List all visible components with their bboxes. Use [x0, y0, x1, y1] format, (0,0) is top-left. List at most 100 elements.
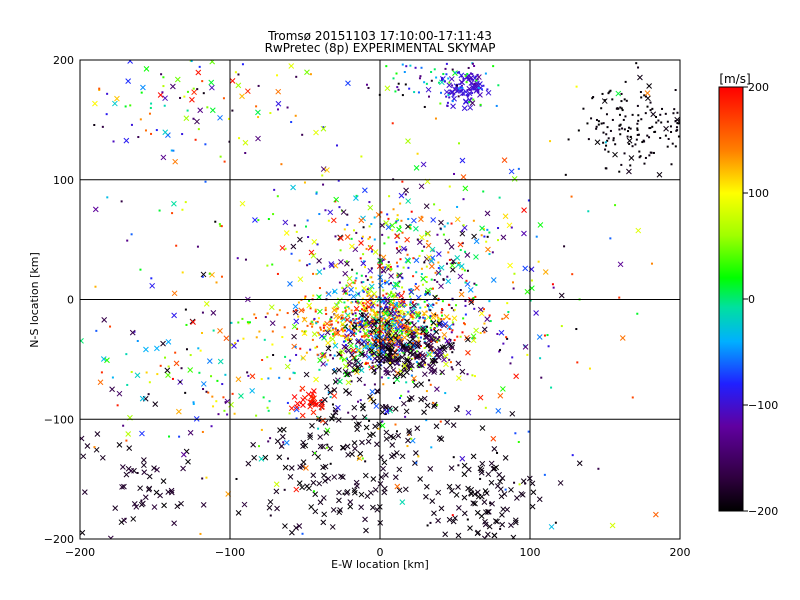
data-point-x — [358, 217, 365, 224]
data-point-x — [321, 472, 327, 479]
data-point-dot — [395, 301, 398, 304]
data-point-dot — [405, 381, 408, 384]
data-point-dot — [425, 419, 428, 422]
data-point-x — [395, 356, 402, 363]
data-point-dot — [409, 224, 412, 227]
data-point-dot — [437, 320, 440, 323]
data-point-dot — [204, 180, 207, 183]
data-point-dot — [391, 307, 394, 310]
data-point-dot — [423, 261, 426, 264]
data-point-x — [626, 137, 633, 144]
data-point-x — [353, 195, 359, 201]
data-point-dot — [315, 322, 318, 325]
data-point-dot — [387, 336, 390, 339]
data-point-dot — [496, 239, 499, 242]
data-point-dot — [133, 330, 136, 333]
data-point-dot — [380, 320, 383, 323]
data-point-x — [464, 334, 470, 341]
data-point-dot — [412, 275, 415, 278]
data-point-x — [348, 286, 354, 293]
data-point-x — [123, 137, 130, 144]
data-point-dot — [217, 413, 220, 416]
data-point-x — [160, 154, 167, 161]
data-point-x — [433, 423, 440, 430]
data-point-dot — [331, 328, 334, 331]
data-point-dot — [318, 368, 321, 371]
data-point-dot — [383, 339, 386, 342]
data-point-dot — [414, 351, 417, 354]
data-point-x — [470, 500, 477, 506]
data-point-dot — [410, 374, 413, 377]
data-point-dot — [302, 309, 305, 312]
data-point-dot — [124, 105, 127, 108]
colorbar-tick-label: −100 — [748, 399, 778, 412]
data-point-dot — [341, 311, 344, 314]
data-point-dot — [433, 279, 436, 282]
data-point-dot — [362, 328, 365, 331]
data-point-dot — [192, 402, 195, 405]
data-point-dot — [442, 278, 445, 281]
data-point-dot — [359, 399, 362, 402]
data-point-dot — [442, 233, 445, 236]
data-point-x — [449, 344, 455, 351]
data-point-dot — [471, 73, 474, 76]
data-point-dot — [385, 336, 388, 339]
data-point-x — [475, 493, 482, 500]
data-point-dot — [410, 367, 413, 370]
data-point-dot — [389, 282, 392, 285]
data-point-dot — [215, 281, 218, 284]
data-point-dot — [361, 237, 364, 240]
data-point-x — [411, 302, 417, 309]
data-point-dot — [563, 245, 566, 248]
data-point-x — [400, 343, 407, 349]
data-point-dot — [386, 324, 389, 327]
data-point-x — [491, 446, 498, 452]
data-point-dot — [425, 265, 428, 268]
data-point-dot — [286, 312, 289, 315]
data-point-dot — [222, 97, 225, 100]
data-point-dot — [446, 104, 449, 107]
data-point-dot — [348, 325, 351, 328]
data-point-dot — [390, 290, 393, 293]
data-point-dot — [406, 311, 409, 314]
data-point-dot — [429, 383, 432, 386]
data-point-dot — [201, 430, 204, 433]
data-point-dot — [397, 349, 400, 352]
data-point-dot — [423, 313, 426, 316]
data-point-dot — [364, 325, 367, 328]
data-point-x — [342, 363, 349, 370]
data-point-dot — [383, 327, 386, 330]
data-point-dot — [648, 136, 651, 139]
data-point-dot — [328, 323, 331, 326]
data-point-dot — [210, 375, 213, 378]
data-point-x — [370, 398, 377, 405]
data-point-dot — [382, 258, 385, 261]
data-point-x — [325, 340, 331, 346]
data-point-dot — [609, 237, 612, 240]
data-point-dot — [614, 204, 617, 207]
data-point-dot — [430, 340, 433, 343]
data-point-dot — [241, 317, 244, 320]
data-point-dot — [660, 121, 663, 124]
data-point-dot — [421, 330, 424, 333]
data-point-x — [362, 472, 369, 479]
data-point-dot — [602, 122, 605, 125]
data-point-dot — [462, 77, 465, 80]
data-point-dot — [140, 91, 143, 94]
data-point-dot — [446, 324, 449, 327]
data-point-dot — [399, 322, 402, 325]
data-point-dot — [271, 263, 274, 266]
data-point-x — [438, 219, 444, 226]
data-point-dot — [430, 287, 433, 290]
data-point-dot — [381, 328, 384, 331]
data-point-dot — [264, 316, 267, 319]
data-point-dot — [371, 281, 374, 284]
data-point-dot — [397, 88, 400, 91]
data-point-x — [501, 491, 508, 497]
data-point-dot — [420, 332, 423, 335]
data-point-dot — [269, 367, 272, 370]
data-point-x — [320, 443, 326, 450]
data-point-dot — [462, 317, 465, 320]
data-point-dot — [382, 266, 385, 269]
data-point-x — [522, 344, 529, 350]
